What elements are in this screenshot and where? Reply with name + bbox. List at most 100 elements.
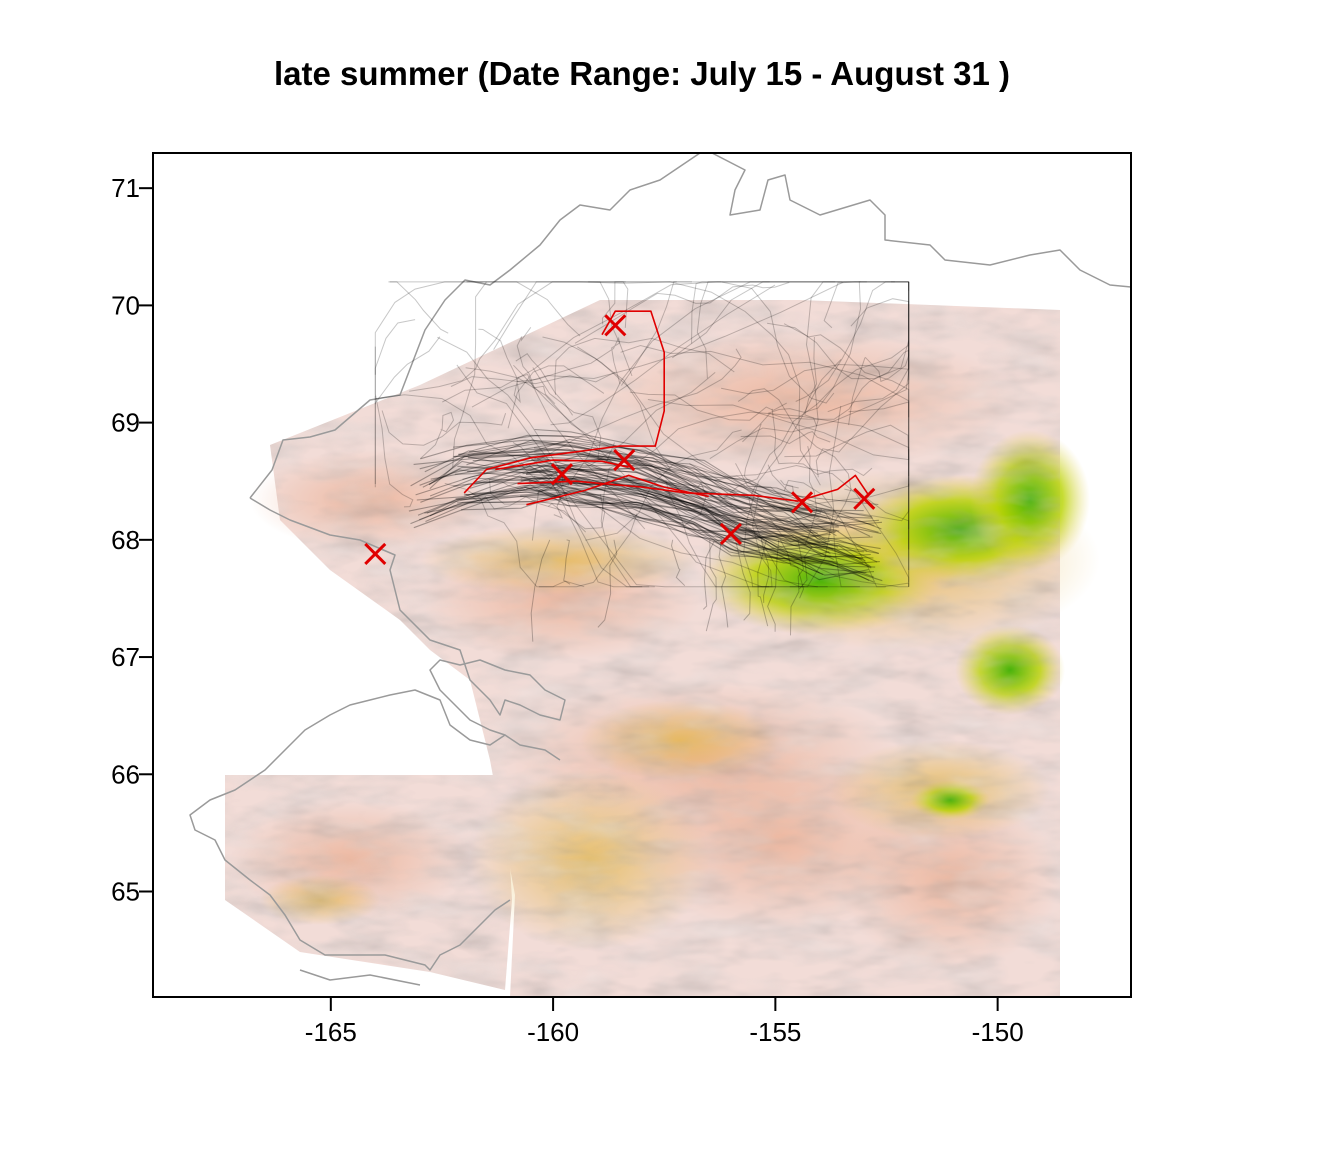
track-line <box>665 480 770 588</box>
track-line <box>520 462 818 534</box>
location-marker <box>604 314 627 337</box>
track-line <box>429 495 832 560</box>
track-line <box>848 401 910 530</box>
track-line <box>428 460 839 528</box>
track-line <box>471 281 909 408</box>
track-line <box>507 365 605 429</box>
track-line <box>597 539 618 628</box>
x-tick-label: -165 <box>305 1017 357 1047</box>
track-line <box>452 281 487 468</box>
track-line <box>489 479 561 505</box>
track-line <box>798 539 813 590</box>
y-axis: 65 66 67 68 69 70 71 <box>111 173 153 907</box>
track-line <box>789 405 842 588</box>
track-line <box>462 457 833 532</box>
track-line <box>454 467 827 543</box>
track-line <box>429 455 882 535</box>
track-line <box>691 281 843 344</box>
track-line <box>522 460 868 552</box>
track-line <box>467 438 820 518</box>
track-line <box>577 346 910 508</box>
track-line <box>549 372 716 490</box>
track-line <box>815 424 910 570</box>
track-line <box>567 281 909 486</box>
track-line <box>798 281 836 464</box>
track-line <box>408 477 835 560</box>
track-line <box>520 495 874 578</box>
track-line <box>790 539 805 636</box>
track-line <box>418 487 870 581</box>
track-line <box>453 439 873 519</box>
track-line <box>767 322 910 380</box>
track-line <box>719 281 862 503</box>
track-line <box>585 429 742 541</box>
track-line <box>465 481 872 568</box>
track-line <box>478 328 556 405</box>
track-line <box>743 423 805 588</box>
track-line <box>827 281 910 413</box>
track-line <box>702 539 723 610</box>
y-tick-label: 68 <box>111 525 140 555</box>
track-line <box>410 448 831 519</box>
track-line <box>784 281 910 458</box>
track-line <box>705 539 717 632</box>
track-line <box>417 490 875 576</box>
y-tick-label: 70 <box>111 290 140 320</box>
location-marker <box>853 487 876 510</box>
track-line <box>413 452 882 530</box>
track-line <box>665 494 909 588</box>
location-marker <box>364 542 387 565</box>
highlighted-track <box>517 474 870 502</box>
track-line <box>424 484 835 567</box>
track-line <box>472 348 742 486</box>
x-axis: -165 -160 -155 -150 <box>305 997 1024 1047</box>
track-line <box>535 461 836 533</box>
track-line <box>473 465 866 562</box>
track-line <box>721 281 835 404</box>
track-line <box>474 481 878 563</box>
track-line <box>467 464 881 550</box>
track-line <box>455 491 875 583</box>
track-line <box>428 467 839 548</box>
track-line <box>513 364 818 588</box>
track-line <box>554 337 735 395</box>
track-line <box>424 450 828 519</box>
track-line <box>374 281 581 375</box>
track-line <box>374 394 554 484</box>
track-line <box>534 448 822 523</box>
track-line <box>472 459 839 527</box>
track-line <box>735 539 751 621</box>
track-line <box>520 475 831 555</box>
track-line <box>420 435 823 511</box>
track-line <box>517 336 621 385</box>
track-line <box>850 298 910 476</box>
track-line <box>600 460 650 588</box>
track-line <box>720 281 910 395</box>
track-line <box>512 441 828 588</box>
track-line <box>783 323 910 550</box>
track-line <box>516 327 646 530</box>
track-line <box>420 411 455 459</box>
track-line <box>647 399 910 461</box>
track-line <box>420 477 870 567</box>
track-line <box>374 336 441 488</box>
track-line <box>767 281 910 414</box>
track-line <box>538 513 638 588</box>
track-line <box>419 455 833 531</box>
track-line <box>388 281 449 334</box>
track-line <box>696 281 721 379</box>
track-line <box>469 466 863 560</box>
track-line <box>528 480 880 566</box>
track-line <box>654 481 707 527</box>
location-marker <box>790 491 814 514</box>
track-line <box>550 284 776 426</box>
track-line <box>804 336 818 427</box>
map-title: late summer (Date Range: July 15 - Augus… <box>274 55 1010 92</box>
track-line <box>450 371 616 387</box>
track-line <box>415 463 831 538</box>
track-line <box>779 539 805 599</box>
elevation-raster <box>225 300 1100 997</box>
track-line <box>532 367 615 465</box>
track-line <box>429 467 834 550</box>
track-line <box>416 475 872 569</box>
